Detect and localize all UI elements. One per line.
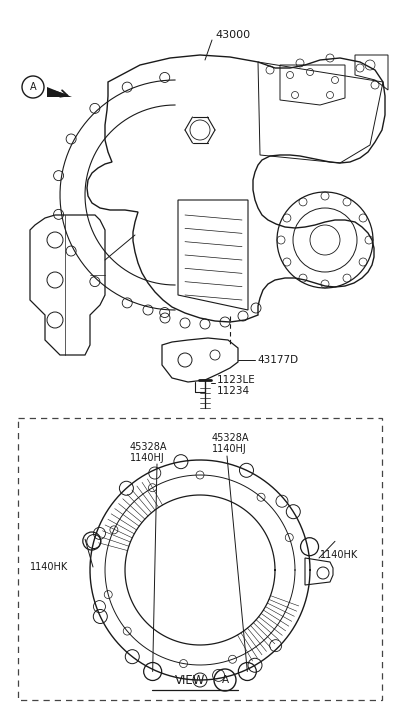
Text: 1123LE: 1123LE xyxy=(217,375,256,385)
Text: 1140HK: 1140HK xyxy=(320,550,358,560)
Text: 45328A: 45328A xyxy=(212,433,250,443)
Text: A: A xyxy=(30,82,36,92)
Text: 11234: 11234 xyxy=(217,386,250,396)
Text: 1140HK: 1140HK xyxy=(30,562,68,572)
Text: VIEW: VIEW xyxy=(175,673,205,686)
Text: 45328A: 45328A xyxy=(130,442,168,452)
Text: 43000: 43000 xyxy=(215,30,250,40)
Polygon shape xyxy=(47,87,72,97)
Text: 1140HJ: 1140HJ xyxy=(130,453,165,463)
Text: A: A xyxy=(222,675,228,685)
Bar xyxy=(18,418,382,700)
Text: 1140HJ: 1140HJ xyxy=(212,444,247,454)
Text: 43177D: 43177D xyxy=(257,355,298,365)
